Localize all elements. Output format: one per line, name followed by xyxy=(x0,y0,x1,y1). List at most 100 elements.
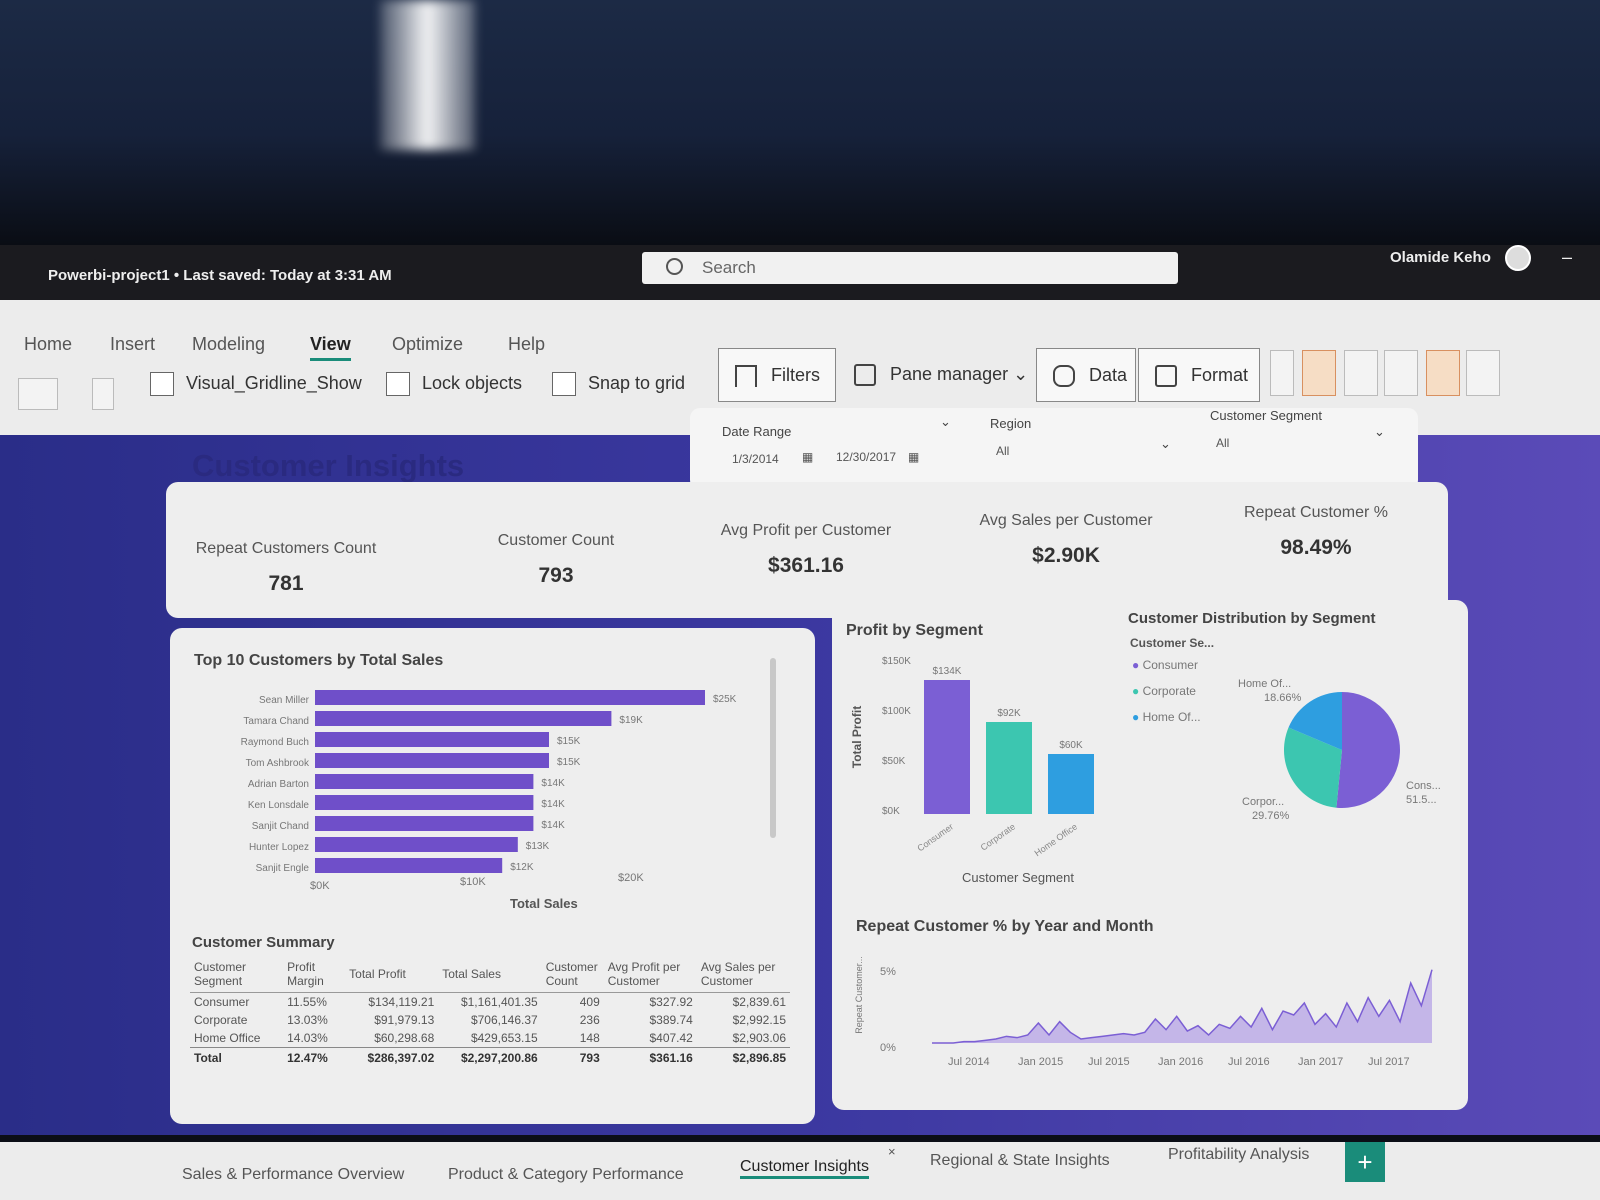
bar-category-label: Tom Ashbrook xyxy=(246,758,310,769)
table-header[interactable]: Total Profit xyxy=(349,967,406,981)
y-axis-label: Repeat Customer... xyxy=(853,956,864,1034)
date-end-field[interactable]: 12/30/2017 xyxy=(836,450,897,464)
tab-product-category[interactable]: Product & Category Performance xyxy=(448,1166,684,1183)
monitor-bezel xyxy=(0,0,1600,245)
table-header[interactable]: Customer Segment xyxy=(194,960,247,988)
calendar-icon[interactable]: ▦ xyxy=(908,450,920,464)
menu-help[interactable]: Help xyxy=(508,334,546,354)
checkbox-label: Visual_Gridline_Show xyxy=(186,372,362,393)
date-start-field[interactable]: 1/3/2014 xyxy=(732,452,779,466)
table-header[interactable]: Avg Profit per Customer xyxy=(607,960,681,988)
date-range-label: Date Range xyxy=(722,424,792,439)
segment-chevron-icon[interactable]: ⌄ xyxy=(1374,424,1385,439)
light-glare xyxy=(380,0,475,150)
legend-item-consumer[interactable]: ● Consumer xyxy=(1132,658,1198,672)
table-header[interactable]: Profit Margin xyxy=(287,960,324,988)
table-cell: 148 xyxy=(579,1031,600,1045)
y-tick-label: $0K xyxy=(882,806,900,817)
table-cell: $429,653.15 xyxy=(470,1031,538,1045)
legend-dot-icon: ● xyxy=(1132,658,1140,672)
close-tab-icon[interactable]: × xyxy=(888,1144,896,1159)
sync-slicers-icon[interactable] xyxy=(1384,350,1418,396)
calendar-icon[interactable]: ▦ xyxy=(802,450,814,464)
bookmark-icon[interactable] xyxy=(1270,350,1294,396)
publish-icon[interactable] xyxy=(1426,350,1460,396)
table-header[interactable]: Avg Sales per Customer xyxy=(700,960,776,988)
share-icon[interactable] xyxy=(1466,350,1500,396)
bar xyxy=(315,690,705,705)
add-page-button[interactable]: + xyxy=(1345,1142,1385,1182)
table-cell: Total xyxy=(194,1051,222,1065)
pie-slice xyxy=(1336,692,1400,808)
top10-bar-chart: Sean Miller $25K Tamara Chand $19K Raymond B… xyxy=(241,690,737,874)
menu-home[interactable]: Home xyxy=(24,334,73,354)
y-tick-label: 5% xyxy=(880,966,896,978)
kpi-value: $2.90K xyxy=(1032,544,1100,567)
y-tick-label: 0% xyxy=(880,1042,896,1054)
table-cell: $2,839.61 xyxy=(732,995,786,1009)
kpi-value: 98.49% xyxy=(1280,536,1352,559)
table-header[interactable]: Customer Count xyxy=(545,960,598,988)
table-cell: 236 xyxy=(579,1013,600,1027)
x-tick-label: $20K xyxy=(618,872,644,884)
minimize-icon[interactable]: – xyxy=(1562,247,1573,267)
data-button[interactable]: Data xyxy=(1036,348,1136,402)
summary-table-title: Customer Summary xyxy=(192,934,335,951)
format-button[interactable]: Format xyxy=(1138,348,1260,402)
bar xyxy=(315,858,503,873)
kpi-value: 781 xyxy=(268,572,304,595)
menu-modeling[interactable]: Modeling xyxy=(192,334,266,354)
date-range-chevron-icon[interactable]: ⌄ xyxy=(940,414,951,429)
menu-insert[interactable]: Insert xyxy=(110,334,156,354)
tab-profitability[interactable]: Profitability Analysis xyxy=(1168,1146,1310,1163)
filters-button[interactable]: Filters xyxy=(718,348,836,402)
column-bar xyxy=(1048,754,1094,814)
checkbox-snap-to-grid[interactable]: Snap to grid xyxy=(552,372,685,396)
pane-manager-label: Pane manager xyxy=(890,364,1009,384)
segment-dropdown[interactable]: All xyxy=(1216,436,1230,450)
selection-pane-icon[interactable] xyxy=(1302,350,1336,396)
region-chevron-icon[interactable]: ⌄ xyxy=(1160,436,1171,451)
tab-regional-state[interactable]: Regional & State Insights xyxy=(930,1152,1110,1169)
table-cell: $389.74 xyxy=(649,1013,693,1027)
format-brush-icon xyxy=(1155,365,1177,387)
table-row[interactable]: Home Office 14.03% $60,298.68 $429,653.1… xyxy=(190,1029,790,1048)
table-header[interactable]: Total Sales xyxy=(442,967,501,981)
tab-sales-performance[interactable]: Sales & Performance Overview xyxy=(182,1166,405,1183)
page-view-icon[interactable] xyxy=(18,378,58,410)
table-cell: 12.47% xyxy=(287,1051,328,1065)
table-row[interactable]: Consumer 11.55% $134,119.21 $1,161,401.3… xyxy=(190,993,790,1012)
table-row[interactable]: Corporate 13.03% $91,979.13 $706,146.37 … xyxy=(190,1011,790,1029)
bar xyxy=(315,732,549,747)
bar-category-label: Adrian Barton xyxy=(248,779,309,790)
user-name[interactable]: Olamide Keho xyxy=(1390,249,1491,266)
chart-scrollbar[interactable] xyxy=(770,658,776,838)
performance-analyzer-icon[interactable] xyxy=(1344,350,1378,396)
menu-view[interactable]: View xyxy=(310,334,351,361)
x-tick-label: Home Office xyxy=(1033,821,1080,858)
mobile-layout-icon[interactable] xyxy=(92,378,114,410)
pane-manager-button[interactable]: Pane manager ⌄ xyxy=(838,348,1034,402)
x-tick-label: Jan 2015 xyxy=(1018,1056,1064,1068)
pie-slice xyxy=(1288,692,1342,750)
legend-item-home-office[interactable]: ● Home Of... xyxy=(1132,710,1201,724)
avatar[interactable] xyxy=(1505,245,1531,271)
x-tick-label: Jul 2014 xyxy=(948,1056,990,1068)
checkbox-lock-objects[interactable]: Lock objects xyxy=(386,372,522,396)
region-dropdown[interactable]: All xyxy=(996,444,1010,458)
y-tick-label: $150K xyxy=(882,656,911,667)
search-box[interactable]: Search xyxy=(642,252,1178,284)
checkbox-visual-gridline[interactable]: Visual_Gridline_Show xyxy=(150,372,362,396)
legend-item-corporate[interactable]: ● Corporate xyxy=(1132,684,1196,698)
column-data-label: $60K xyxy=(1059,740,1083,751)
title-bar: Powerbi-project1 • Last saved: Today at … xyxy=(0,245,1600,300)
x-tick-label: Consumer xyxy=(915,821,955,853)
kpi-card: Repeat Customers Count 781 Customer Coun… xyxy=(166,482,1448,618)
page-tabs: Sales & Performance Overview Product & C… xyxy=(0,1142,1600,1200)
segment-label: Customer Segment xyxy=(1210,408,1322,423)
checkbox-box-icon xyxy=(150,372,174,396)
y-axis-label: Total Profit xyxy=(850,705,865,769)
menu-optimize[interactable]: Optimize xyxy=(392,334,464,354)
filter-icon xyxy=(735,365,757,387)
tab-customer-insights[interactable]: Customer Insights xyxy=(740,1158,869,1179)
